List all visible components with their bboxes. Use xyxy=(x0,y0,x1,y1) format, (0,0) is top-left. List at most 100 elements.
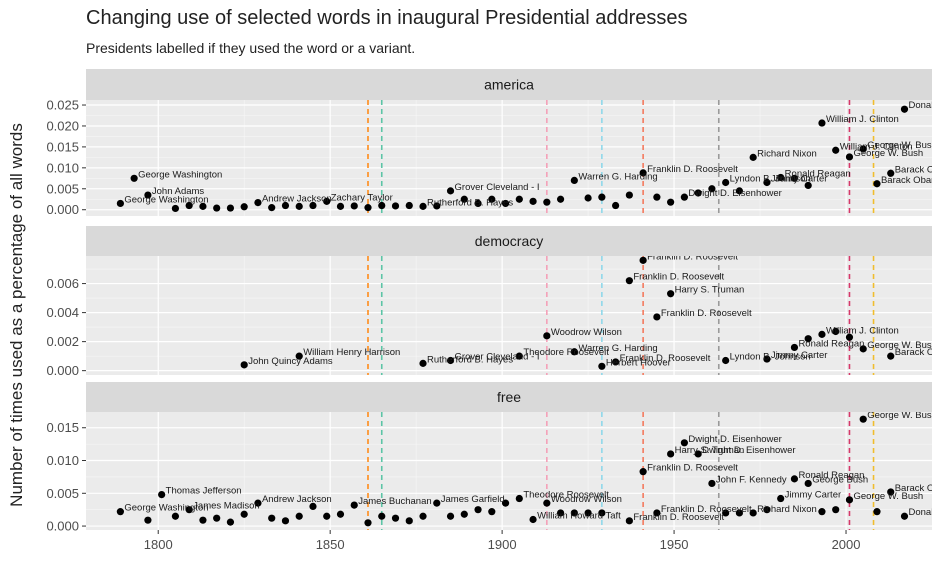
data-point xyxy=(226,204,235,212)
point-label: William Howard Taft xyxy=(537,511,621,522)
point-label: Jimmy Carter xyxy=(771,173,827,184)
point-label: Dwight D. Eisenhower xyxy=(702,445,795,456)
data-point xyxy=(859,345,867,353)
data-point xyxy=(845,153,854,161)
data-point xyxy=(158,491,166,499)
data-point xyxy=(268,514,276,522)
data-point xyxy=(790,343,799,352)
data-point xyxy=(501,199,510,208)
point-label: Dwight D. Eisenhower xyxy=(688,188,781,199)
point-label: George Washington xyxy=(124,194,208,205)
chart-subtitle: Presidents labelled if they used the wor… xyxy=(86,40,416,56)
data-point xyxy=(144,191,152,199)
data-point xyxy=(378,201,386,210)
point-label: Woodrow Wilson xyxy=(551,327,622,338)
panel-strip-label: america xyxy=(484,77,534,93)
data-point xyxy=(845,496,854,504)
data-point xyxy=(639,169,647,177)
data-point xyxy=(460,195,468,203)
point-label: Grover Cleveland - I xyxy=(455,351,540,362)
point-label: Barack Obama xyxy=(895,483,939,494)
point-label: Harry S. Truman xyxy=(675,285,745,296)
point-label: Jimmy Carter xyxy=(785,490,841,501)
y-tick-label: 0.025 xyxy=(46,98,79,113)
data-point xyxy=(474,199,482,208)
data-point xyxy=(323,197,331,205)
data-point xyxy=(488,508,496,516)
data-point xyxy=(570,348,578,356)
point-label: Dwight D. Eisenhower xyxy=(688,434,781,445)
data-point xyxy=(295,352,303,360)
y-tick-label: 0.015 xyxy=(46,139,79,154)
point-label: William J. Clinton xyxy=(826,114,899,125)
panel-strip xyxy=(86,226,932,256)
panel-background xyxy=(86,256,932,375)
data-point xyxy=(763,178,771,187)
data-point xyxy=(405,201,413,210)
point-label: Franklin D. Roosevelt xyxy=(661,504,752,515)
data-point xyxy=(667,450,675,458)
data-point xyxy=(818,119,826,127)
data-point xyxy=(433,499,441,507)
point-label: George Washington xyxy=(124,503,208,514)
point-label: George W. Bush xyxy=(867,410,937,421)
y-tick-label: 0.000 xyxy=(46,363,79,378)
data-point xyxy=(900,105,909,113)
data-point xyxy=(680,193,688,201)
y-tick-label: 0.000 xyxy=(46,202,79,217)
data-point xyxy=(116,199,124,208)
point-label: Franklin D. Roosevelt xyxy=(633,272,724,283)
point-label: Zachary Taylor xyxy=(331,192,393,203)
data-point xyxy=(556,195,565,203)
data-point xyxy=(391,202,400,210)
data-point xyxy=(144,516,152,524)
point-label: Jimmy Carter xyxy=(771,350,827,361)
point-label: Woodrow Wilson xyxy=(551,494,622,505)
point-label: Ronald Reagan xyxy=(798,470,864,481)
data-point xyxy=(639,468,647,476)
point-label: Richard Nixon xyxy=(757,148,817,159)
data-point xyxy=(735,187,744,195)
data-point xyxy=(226,518,235,526)
data-point xyxy=(364,204,372,212)
data-point xyxy=(804,479,812,488)
data-point xyxy=(116,508,124,516)
data-point xyxy=(887,488,895,496)
data-point xyxy=(667,198,675,206)
point-label: George Bush xyxy=(812,474,868,485)
data-point xyxy=(845,333,854,341)
data-point xyxy=(446,187,455,195)
data-point xyxy=(708,479,716,488)
data-point xyxy=(598,362,606,370)
data-point xyxy=(199,202,207,210)
data-point xyxy=(240,361,248,369)
point-label: Theodore Roosevelt xyxy=(523,347,609,358)
point-label: James Garfield xyxy=(441,494,505,505)
point-label: Warren G. Harding xyxy=(578,171,657,182)
data-point xyxy=(281,201,290,210)
y-axis-label: Number of times used as a percentage of … xyxy=(7,123,26,507)
data-point xyxy=(832,327,840,336)
x-tick-label: 1950 xyxy=(660,537,689,552)
data-point xyxy=(653,193,661,201)
data-point xyxy=(419,202,427,210)
data-point xyxy=(446,356,455,365)
point-label: George W. Bush xyxy=(867,140,937,151)
data-point xyxy=(460,510,468,518)
data-point xyxy=(254,198,262,207)
data-point xyxy=(612,201,620,210)
data-point xyxy=(199,516,207,524)
y-tick-label: 0.004 xyxy=(46,305,79,320)
panel-democracy: democracy 0.000 0.002 0.004 0.006 John Quincy… xyxy=(46,226,932,378)
data-point xyxy=(887,169,895,177)
data-point xyxy=(722,178,730,187)
data-point xyxy=(722,356,730,365)
data-point xyxy=(777,494,785,503)
y-tick-label: 0.005 xyxy=(46,486,79,501)
data-point xyxy=(405,517,413,525)
panel-background xyxy=(86,412,932,530)
data-point xyxy=(598,509,606,517)
data-point xyxy=(474,506,482,514)
data-point xyxy=(859,415,867,423)
panel-strip xyxy=(86,382,932,412)
